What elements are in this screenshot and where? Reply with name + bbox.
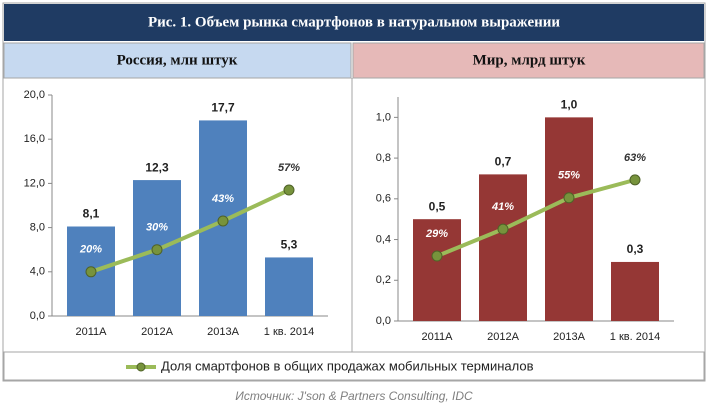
x-tick-label: 2013A	[553, 331, 585, 343]
share-label: 29%	[425, 228, 448, 240]
share-label: 30%	[146, 222, 168, 234]
y-tick-label: 8,0	[30, 222, 45, 234]
y-tick-label: 0,0	[30, 310, 45, 322]
legend	[3, 351, 705, 381]
y-tick-label: 16,0	[24, 133, 45, 145]
data-label: 0,3	[627, 242, 644, 256]
share-point	[629, 174, 641, 186]
bar	[413, 219, 461, 321]
x-tick-label: 2013A	[207, 326, 239, 338]
x-tick-label: 2011A	[76, 326, 108, 338]
share-line	[90, 188, 290, 274]
y-tick-label: 12,0	[24, 177, 45, 189]
share-label: 43%	[211, 193, 234, 205]
share-label: 41%	[491, 201, 514, 213]
data-label: 0,7	[495, 155, 512, 169]
share-line	[436, 177, 636, 258]
y-tick-label: 0,4	[376, 233, 391, 245]
share-point	[431, 250, 443, 262]
bar	[265, 257, 313, 316]
data-label: 5,3	[281, 238, 298, 252]
share-point	[151, 244, 163, 256]
x-tick-label: 2012A	[487, 331, 519, 343]
chart-title: Рис. 1. Объем рынка смартфонов в натурал…	[148, 14, 560, 30]
data-label: 1,0	[561, 98, 578, 112]
y-tick-label: 0,2	[376, 274, 391, 286]
data-label: 17,7	[211, 101, 235, 115]
data-label: 8,1	[83, 207, 100, 221]
share-label: 20%	[79, 244, 102, 256]
source: Источник: J'son & Partners Consulting, I…	[235, 389, 473, 403]
share-label: 55%	[558, 170, 580, 182]
data-label: 0,5	[429, 199, 446, 213]
panel-header	[3, 42, 352, 79]
y-tick-label: 4,0	[30, 266, 45, 278]
bar	[479, 174, 527, 321]
y-tick-label: 0,6	[376, 193, 391, 205]
x-tick-label: 1 кв. 2014	[264, 326, 314, 338]
panel-title: Мир, млрд штук	[473, 52, 586, 68]
x-tick-label: 1 кв. 2014	[610, 331, 660, 343]
share-point	[563, 192, 575, 204]
title-bar	[4, 4, 704, 41]
share-point	[497, 223, 509, 235]
share-label: 57%	[278, 162, 300, 174]
x-tick-label: 2012A	[141, 326, 173, 338]
x-tick-label: 2011A	[422, 331, 454, 343]
data-label: 12,3	[145, 160, 169, 174]
panel-header	[352, 42, 705, 79]
share-point	[85, 266, 97, 278]
share-point	[217, 215, 229, 227]
legend-marker	[136, 362, 146, 372]
legend-label: Доля смартфонов в общих продажах мобильн…	[161, 358, 534, 373]
panel-title: Россия, млн штук	[117, 52, 238, 68]
y-tick-label: 0,8	[376, 152, 391, 164]
share-point	[283, 184, 295, 196]
y-tick-label: 1,0	[376, 111, 391, 123]
bar	[611, 261, 659, 321]
y-tick-label: 20,0	[24, 89, 45, 101]
share-label: 63%	[624, 152, 646, 164]
y-tick-label: 0,0	[376, 315, 391, 327]
bar	[545, 117, 593, 321]
